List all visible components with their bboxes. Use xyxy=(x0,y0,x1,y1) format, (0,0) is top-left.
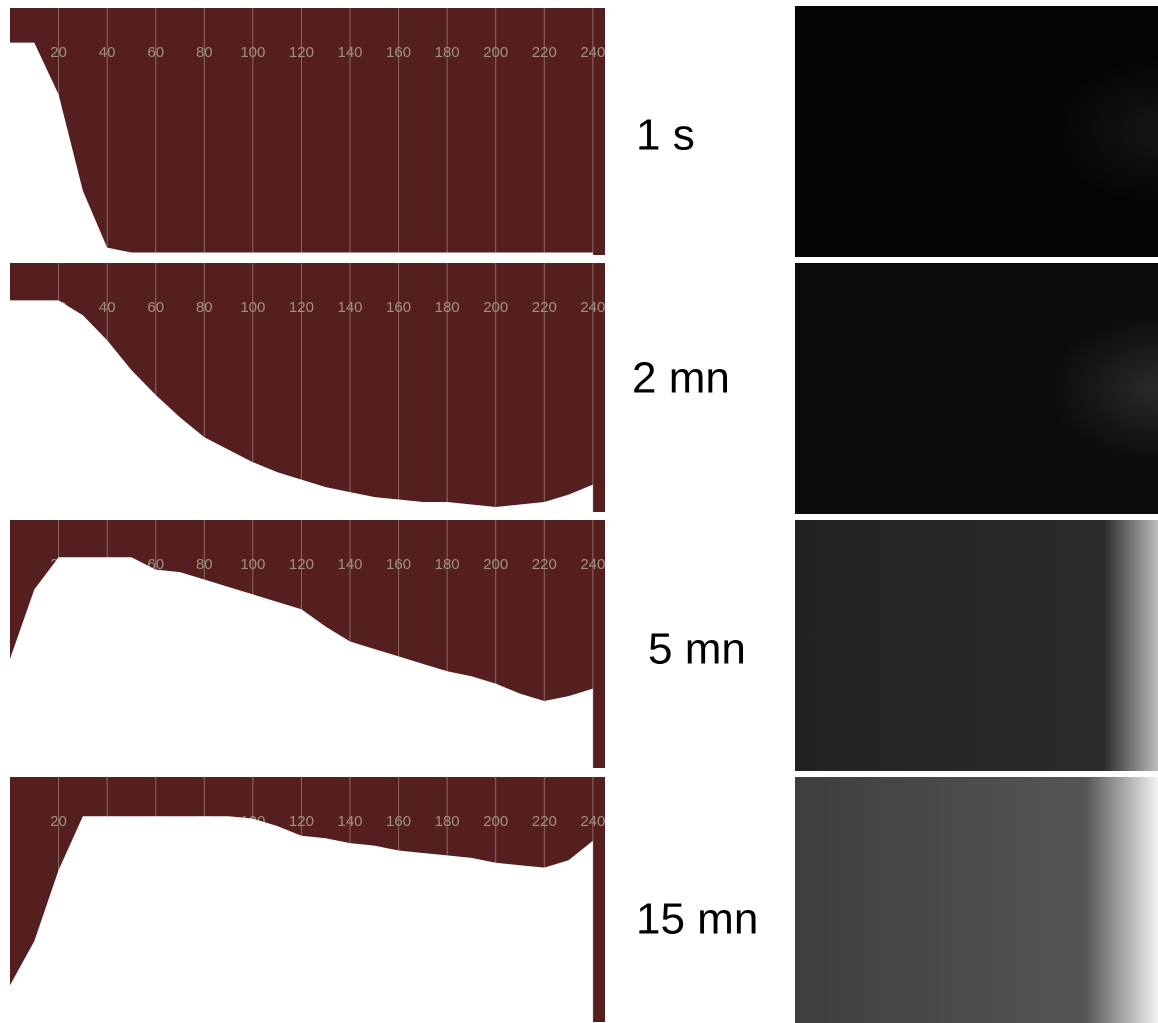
x-tick-label: 160 xyxy=(386,44,411,61)
x-tick-label: 100 xyxy=(240,556,265,573)
photo xyxy=(795,520,1158,771)
x-tick-label: 180 xyxy=(435,299,460,316)
x-tick-label: 180 xyxy=(435,556,460,573)
caption: 1 s xyxy=(636,111,695,160)
x-tick-label: 240 xyxy=(580,556,605,573)
x-tick-label: 120 xyxy=(289,556,314,573)
x-tick-label: 120 xyxy=(289,44,314,61)
x-tick-label: 200 xyxy=(483,44,508,61)
x-tick-label: 140 xyxy=(337,556,362,573)
x-tick-label: 120 xyxy=(289,299,314,316)
x-tick-label: 80 xyxy=(196,556,213,573)
x-tick-label: 200 xyxy=(483,556,508,573)
x-tick-label: 240 xyxy=(580,44,605,61)
x-tick-label: 140 xyxy=(337,44,362,61)
x-tick-label: 80 xyxy=(196,44,213,61)
x-tick-label: 220 xyxy=(532,813,557,830)
photo xyxy=(795,777,1158,1023)
x-tick-label: 240 xyxy=(580,299,605,316)
x-tick-label: 200 xyxy=(483,813,508,830)
x-tick-label: 240 xyxy=(580,813,605,830)
x-tick-label: 20 xyxy=(50,44,67,61)
x-tick-label: 160 xyxy=(386,299,411,316)
x-tick-label: 220 xyxy=(532,299,557,316)
photo xyxy=(795,263,1158,514)
x-tick-label: 160 xyxy=(386,556,411,573)
page: 20 40 60 80 100 120 140 160 180 200 220 240 1 s 20 40 6… xyxy=(0,0,1158,1023)
caption: 2 mn xyxy=(632,354,730,403)
x-tick-label: 220 xyxy=(532,44,557,61)
x-tick-label: 20 xyxy=(50,813,67,830)
caption: 5 mn xyxy=(648,625,746,674)
x-tick-label: 40 xyxy=(99,299,116,316)
x-tick-label: 120 xyxy=(289,813,314,830)
x-tick-label: 180 xyxy=(435,813,460,830)
x-tick-label: 100 xyxy=(240,44,265,61)
x-tick-label: 60 xyxy=(147,299,164,316)
figure: 20 40 60 80 100 120 140 160 180 200 220 240 1 s 20 40 6… xyxy=(0,0,1158,1023)
photo xyxy=(795,6,1158,257)
x-tick-label: 40 xyxy=(99,44,116,61)
x-tick-label: 160 xyxy=(386,813,411,830)
x-tick-label: 60 xyxy=(147,44,164,61)
x-tick-label: 140 xyxy=(337,299,362,316)
caption: 15 mn xyxy=(636,895,758,944)
x-tick-label: 100 xyxy=(240,299,265,316)
x-tick-label: 140 xyxy=(337,813,362,830)
x-tick-label: 220 xyxy=(532,556,557,573)
x-tick-label: 200 xyxy=(483,299,508,316)
x-tick-label: 180 xyxy=(435,44,460,61)
x-tick-label: 80 xyxy=(196,299,213,316)
